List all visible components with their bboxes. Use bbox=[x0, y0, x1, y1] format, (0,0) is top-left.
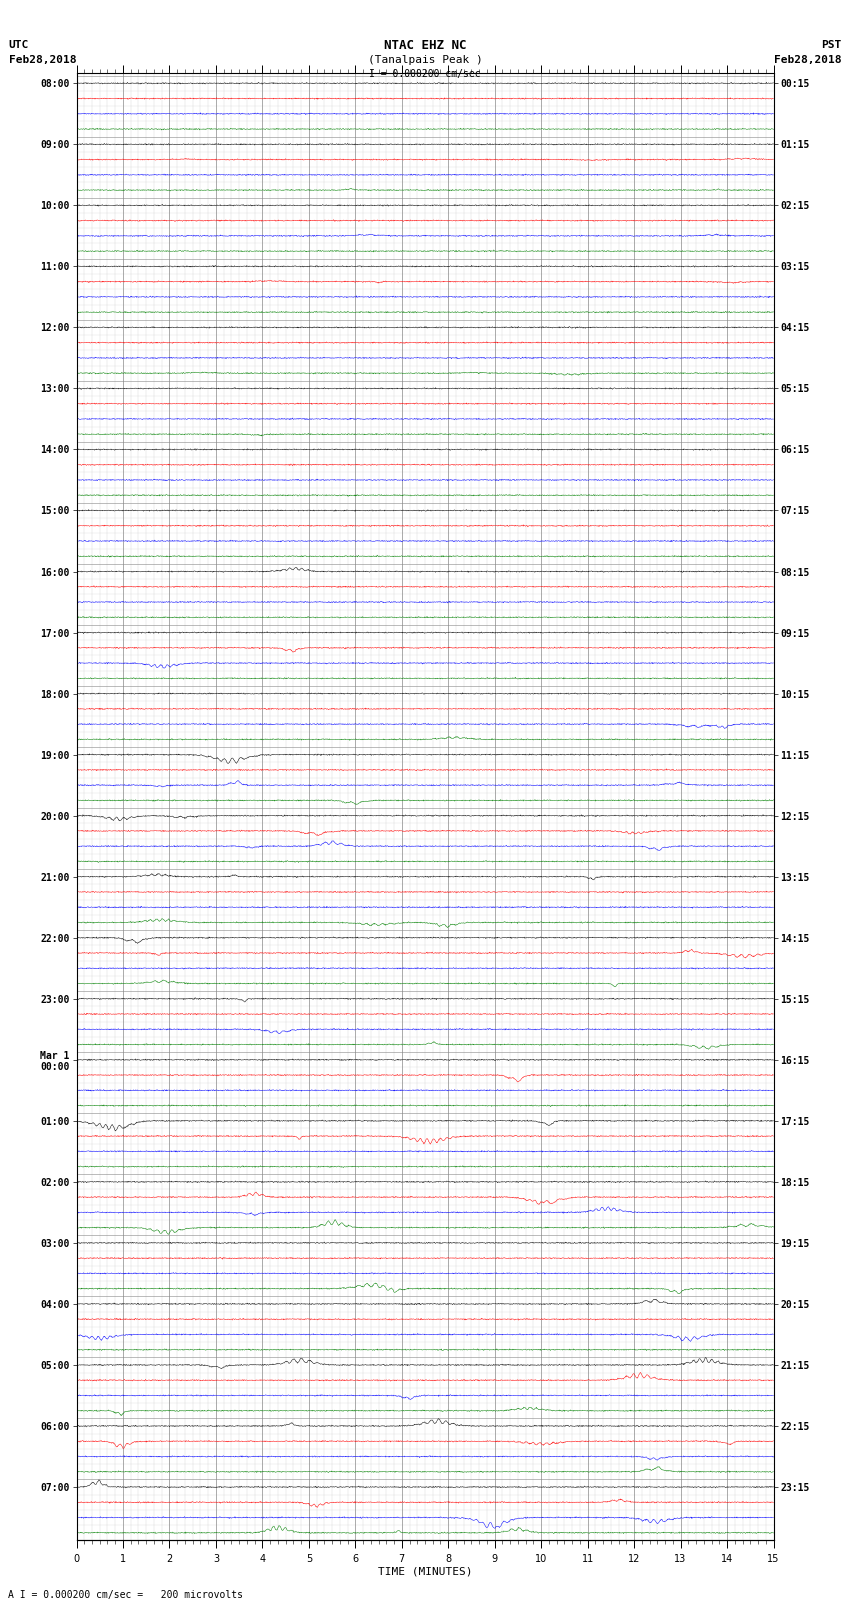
Text: I = 0.000200 cm/sec: I = 0.000200 cm/sec bbox=[369, 69, 481, 79]
Text: Feb28,2018: Feb28,2018 bbox=[8, 55, 76, 65]
Text: NTAC EHZ NC: NTAC EHZ NC bbox=[383, 39, 467, 52]
Text: (Tanalpais Peak ): (Tanalpais Peak ) bbox=[367, 55, 483, 65]
Text: Feb28,2018: Feb28,2018 bbox=[774, 55, 842, 65]
X-axis label: TIME (MINUTES): TIME (MINUTES) bbox=[377, 1566, 473, 1576]
Text: PST: PST bbox=[821, 40, 842, 50]
Text: UTC: UTC bbox=[8, 40, 29, 50]
Text: A I = 0.000200 cm/sec =   200 microvolts: A I = 0.000200 cm/sec = 200 microvolts bbox=[8, 1590, 243, 1600]
